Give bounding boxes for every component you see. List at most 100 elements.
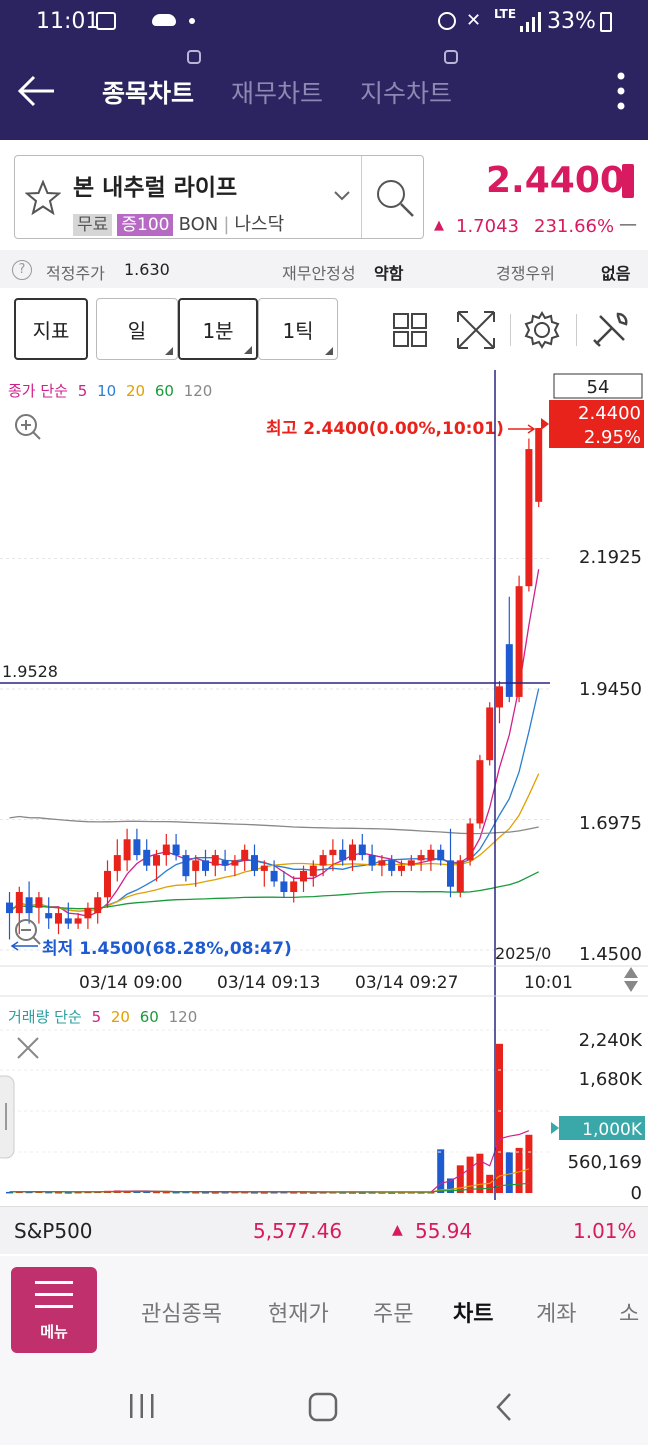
hamburger-icon [35,1281,73,1308]
nav-order[interactable]: 주문 [373,1302,414,1327]
tab-financial-chart[interactable]: 재무차트 [231,79,324,108]
candle-body [55,913,62,924]
index-ticker[interactable]: S&P500 5,577.46 ▲ 55.94 1.01% [0,1206,648,1254]
volume-bar [427,1191,435,1194]
candle-body [104,870,111,898]
ma-line-120 [9,815,539,835]
legend-ma120: 120 [184,382,213,400]
candle-body [290,881,298,892]
search-icon[interactable] [373,176,417,220]
stock-chart[interactable]: 종가 단순 5 10 20 60 120 54 최고 2.4400(0.00%,… [0,370,648,1200]
volume-bar [515,1147,523,1193]
stock-name: 본 내추럴 라이프 [73,175,238,201]
volume-bar [339,1192,347,1194]
tools-icon[interactable] [590,310,630,350]
volume-current-badge [559,1116,645,1140]
current-price: 2.4400 [486,160,625,201]
zoom-out-icon[interactable] [15,919,41,945]
count-box [553,373,643,399]
period-1tick-button[interactable]: 1틱 [258,298,338,360]
vol-y-tick: 1,680K [579,1069,644,1090]
volume-bar [466,1156,474,1193]
candle-body [535,428,543,502]
alarm-icon [438,12,456,30]
competitive-label: 경쟁우위 [496,264,555,283]
volume-bar [25,1191,33,1194]
tab-badge-icon [444,50,458,64]
recent-apps-icon[interactable] [128,1392,156,1420]
nav-watchlist[interactable]: 관심종목 [141,1302,222,1327]
star-favorite-icon[interactable] [25,180,61,216]
volume-bar [309,1192,317,1194]
y-tick-label: 1.4500 [579,944,642,965]
legend-ma10: 10 [97,382,116,400]
volume-ma-line-60 [9,1182,529,1193]
nav-current-price[interactable]: 현재가 [268,1302,329,1327]
volume-bar [349,1192,356,1194]
gear-icon[interactable] [522,310,562,350]
stability-value: 약함 [374,264,404,283]
candle-body [94,897,102,914]
nav-more[interactable]: 소 [619,1302,640,1327]
scroll-updown-icon[interactable] [624,967,638,992]
layout-grid-icon[interactable] [392,312,428,348]
help-icon[interactable]: ? [12,260,32,280]
battery-percent: 33% [547,9,596,34]
fullscreen-icon[interactable] [456,310,496,350]
indicator-button[interactable]: 지표 [14,298,88,360]
period-1min-button[interactable]: 1분 [178,298,258,360]
current-price-badge [549,400,644,448]
nav-account[interactable]: 계좌 [536,1302,577,1327]
legend-prefix: 종가 단순 [8,382,68,400]
zoom-in-icon[interactable] [15,414,41,440]
back-arrow-icon[interactable] [16,74,56,108]
back-nav-icon[interactable] [494,1392,514,1422]
candle-body [221,860,229,866]
index-change: 55.94 [415,1219,473,1243]
volume-bar [456,1165,464,1193]
volume-bar [172,1191,180,1194]
vol-legend-ma60: 60 [140,1008,159,1026]
info-bar: ? 적정주가 1.630 재무안정성 약함 경쟁우위 없음 [0,250,648,288]
candle-body [505,644,513,697]
volume-bar [45,1191,53,1194]
chevron-down-icon[interactable] [333,190,351,202]
ticker: BON [178,214,219,235]
day-label: 일 [127,318,147,343]
volume-bar [505,1152,513,1193]
menu-button[interactable]: 메뉴 [11,1267,97,1353]
candle-body [309,865,317,877]
dot-icon [189,18,195,24]
volume-bar [290,1192,298,1194]
battery-icon [600,12,612,32]
candle-body [35,897,43,908]
volume-bar [368,1192,376,1194]
bottom-nav: 메뉴 관심종목 현재가 주문 차트 계좌 소 [0,1256,648,1364]
candle-body [300,870,307,882]
vol-y-tick: 2,240K [579,1030,644,1051]
candle-body [241,849,249,861]
volume-bar [300,1192,307,1194]
index-pct: 1.01% [573,1219,637,1243]
legend-ma5: 5 [78,382,88,400]
period-day-button[interactable]: 일 [96,298,178,360]
tab-index-chart[interactable]: 지수차트 [360,79,453,108]
tick-label: 1틱 [282,318,314,343]
volume-bar [270,1191,278,1194]
home-icon[interactable] [308,1392,338,1422]
index-name: S&P500 [14,1219,93,1243]
x-tick-label: 03/14 09:13 [217,973,320,993]
close-icon[interactable] [17,1037,39,1059]
candle-body [251,855,258,871]
tab-stock-chart[interactable]: 종목차트 [102,79,195,108]
more-menu-icon[interactable] [614,70,628,112]
vol-legend-ma20: 20 [111,1008,130,1026]
candle-body [123,839,131,861]
candle-body [143,849,151,866]
volume-bar [64,1192,72,1194]
volume-bar [182,1191,190,1194]
high-label: 최고 2.4400(0.00%,10:01) [266,419,504,439]
x-tick-label: 10:01 [524,973,573,993]
stock-selector[interactable]: 본 내추럴 라이프 무료 증100 BON | 나스닥 [14,155,424,239]
nav-chart[interactable]: 차트 [453,1302,494,1327]
